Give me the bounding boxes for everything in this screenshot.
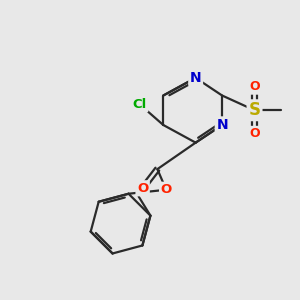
Text: O: O [160,183,172,196]
Text: N: N [216,118,228,132]
Text: O: O [249,80,260,93]
Text: S: S [248,101,260,119]
Text: Cl: Cl [133,98,147,111]
Text: O: O [249,127,260,140]
Text: O: O [137,182,148,195]
Text: N: N [190,71,202,85]
